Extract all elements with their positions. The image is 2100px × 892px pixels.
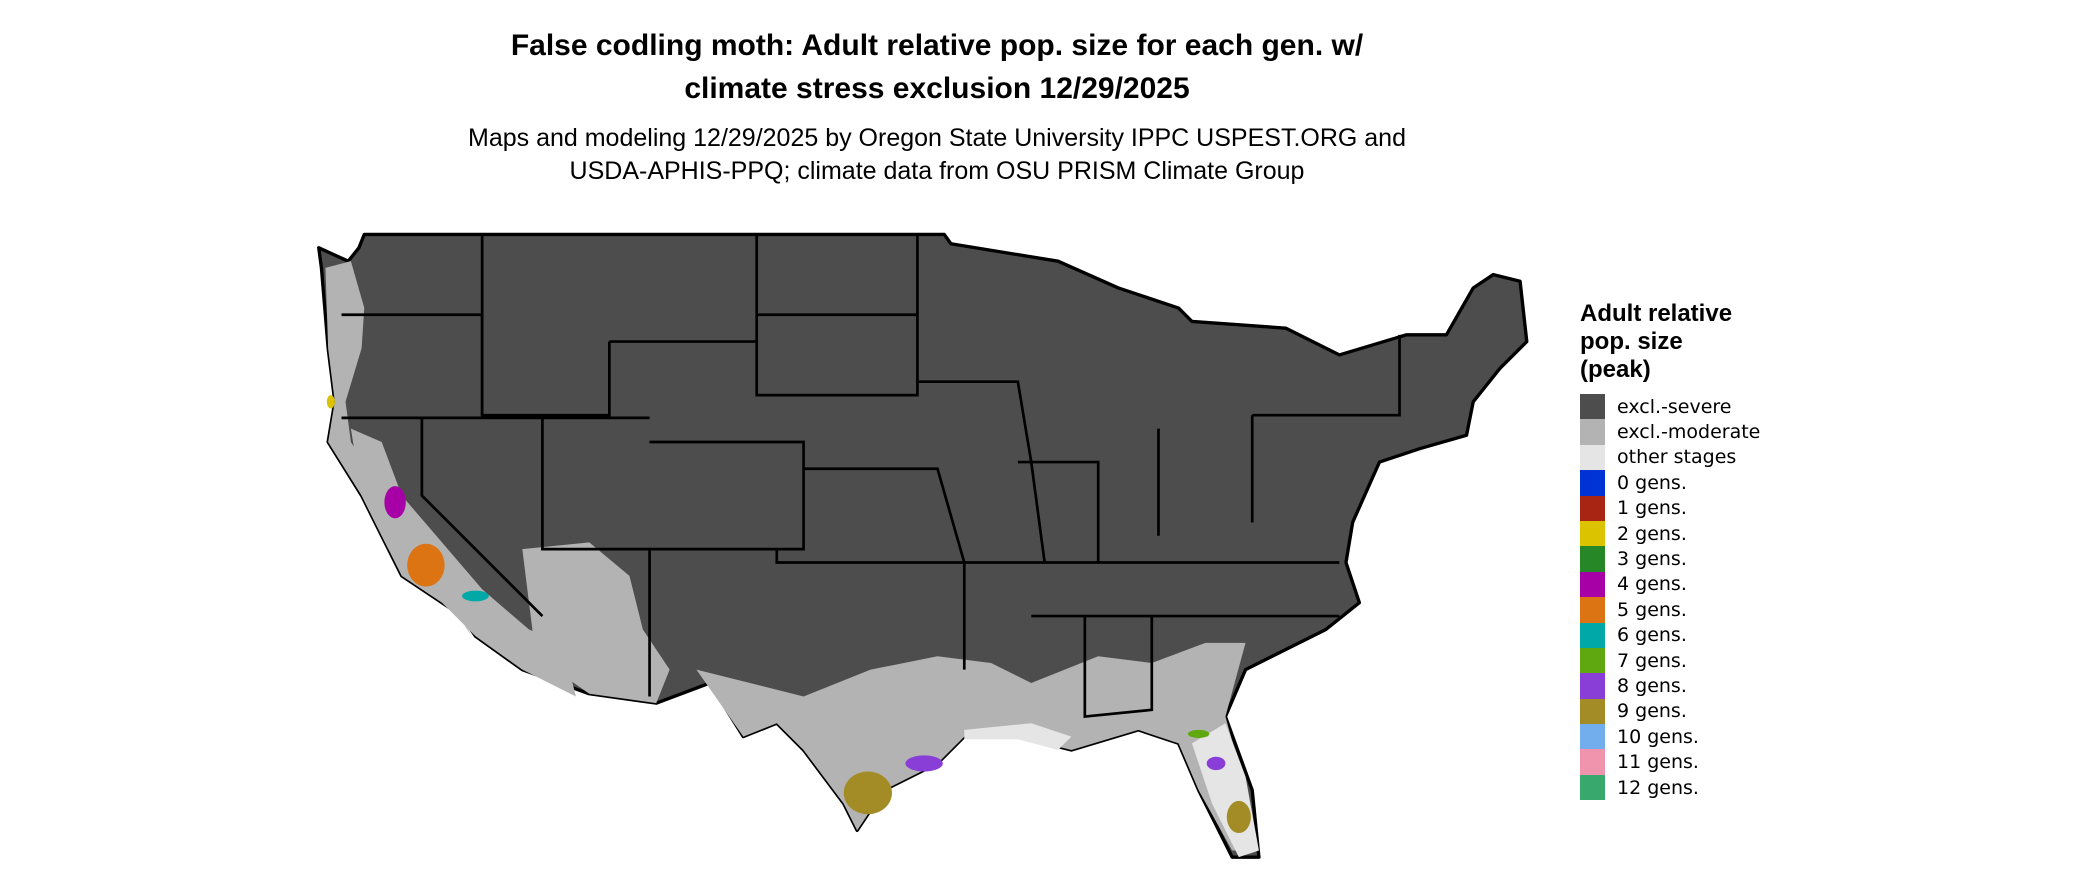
patch-4-gens: [384, 486, 406, 519]
legend-swatch: [1580, 774, 1605, 801]
legend-title-line: pop. size: [1580, 328, 1683, 355]
legend-swatch: [1580, 444, 1605, 471]
legend-label: 1 gens.: [1617, 497, 1687, 520]
map-subtitle: Maps and modeling 12/29/2025 by Oregon S…: [0, 122, 1874, 188]
patch-8-gens-florida: [1206, 756, 1226, 771]
legend-label: 10 gens.: [1617, 725, 1699, 748]
southwest-moderate: [522, 542, 670, 704]
legend-swatch: [1580, 394, 1605, 420]
legend-item: 5 gens.: [1580, 597, 1760, 623]
legend-swatch: [1580, 597, 1605, 623]
patch-6-gens: [462, 590, 489, 602]
legend-item: 7 gens.: [1580, 647, 1760, 674]
legend-item: 3 gens.: [1580, 546, 1760, 572]
legend-label: 3 gens.: [1617, 548, 1687, 571]
patch-7-gens: [1187, 729, 1210, 738]
legend-label: excl.-severe: [1617, 395, 1732, 418]
legend-title-line: (peak): [1580, 356, 1651, 383]
generation-patches: [326, 395, 1251, 834]
legend-label: excl.-moderate: [1617, 421, 1761, 444]
legend-swatch: [1580, 622, 1605, 648]
legend-item: 2 gens.: [1580, 520, 1760, 547]
legend-item: 11 gens.: [1580, 749, 1760, 775]
patch-8-gens-texas: [905, 755, 943, 772]
legend-swatch: [1580, 520, 1605, 547]
legend-swatch: [1580, 546, 1605, 572]
gulf-coast-other-stages: [964, 723, 1072, 751]
legend-title: Adult relative pop. size (peak): [1580, 300, 1760, 384]
patch-9-gens-florida: [1226, 800, 1251, 834]
other-stages-regions: [964, 723, 1259, 858]
legend-label: 5 gens.: [1617, 598, 1687, 621]
legend-swatch: [1580, 647, 1605, 674]
texas-gulf-moderate: [696, 642, 1253, 851]
legend-label: 6 gens.: [1617, 624, 1687, 647]
legend-item: 1 gens.: [1580, 495, 1760, 521]
legend-swatch: [1580, 698, 1605, 725]
legend-label: 12 gens.: [1617, 776, 1699, 799]
subtitle-line-2: USDA-APHIS-PPQ; climate data from OSU PR…: [569, 157, 1305, 185]
legend-item: other stages: [1580, 444, 1760, 471]
state-borders: [341, 234, 1401, 719]
excl-moderate-regions: [325, 261, 1253, 851]
legend-item: 9 gens.: [1580, 698, 1760, 725]
legend-item: 12 gens.: [1580, 774, 1760, 801]
patch-2-gens: [326, 395, 335, 409]
title-line-1: False codling moth: Adult relative pop. …: [510, 29, 1364, 62]
legend-swatch: [1580, 673, 1605, 699]
legend-item: 10 gens.: [1580, 724, 1760, 750]
legend: Adult relative pop. size (peak) excl.-se…: [1580, 300, 1761, 801]
legend-label: 4 gens.: [1617, 573, 1687, 596]
legend-label: other stages: [1617, 446, 1737, 469]
legend-swatch: [1580, 724, 1605, 750]
legend-swatch: [1580, 470, 1605, 496]
legend-label: 8 gens.: [1617, 674, 1687, 697]
legend-item: 4 gens.: [1580, 571, 1760, 598]
patch-9-gens-texas: [843, 771, 892, 815]
legend-label: 0 gens.: [1617, 471, 1687, 494]
legend-item: excl.-moderate: [1580, 419, 1761, 445]
subtitle-line-1: Maps and modeling 12/29/2025 by Oregon S…: [468, 124, 1406, 152]
legend-item: 6 gens.: [1580, 622, 1760, 648]
legend-swatch: [1580, 749, 1605, 775]
legend-label: 7 gens.: [1617, 649, 1687, 672]
legend-item: 0 gens.: [1580, 470, 1760, 496]
legend-items: excl.-severe excl.-moderate other stages 0 …: [1580, 394, 1761, 801]
title-line-2: climate stress exclusion 12/29/2025: [684, 72, 1190, 105]
legend-label: 9 gens.: [1617, 700, 1687, 723]
legend-swatch: [1580, 571, 1605, 598]
map-title: False codling moth: Adult relative pop. …: [0, 24, 1874, 110]
legend-title-line: Adult relative: [1580, 300, 1733, 327]
legend-item: excl.-severe: [1580, 394, 1760, 420]
california-valley-moderate: [350, 428, 576, 697]
legend-label: 11 gens.: [1617, 751, 1699, 774]
legend-label: 2 gens.: [1617, 522, 1687, 545]
legend-swatch: [1580, 495, 1605, 521]
legend-item: 8 gens.: [1580, 673, 1760, 699]
patch-5-gens: [407, 543, 445, 587]
legend-swatch: [1580, 419, 1605, 445]
